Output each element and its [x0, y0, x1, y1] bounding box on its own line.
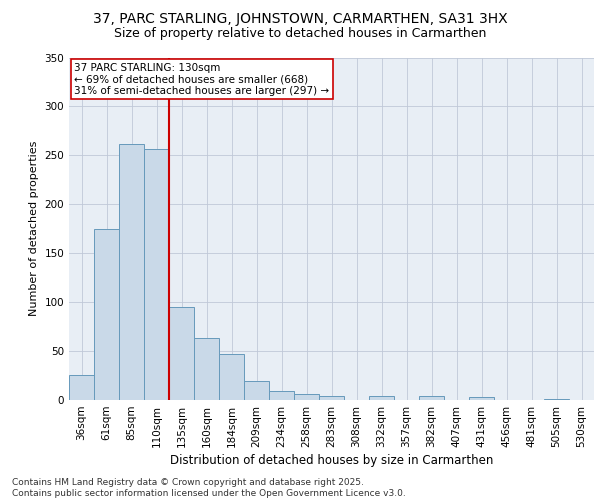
Bar: [544, 399, 569, 400]
Bar: [119, 144, 144, 400]
Text: 37, PARC STARLING, JOHNSTOWN, CARMARTHEN, SA31 3HX: 37, PARC STARLING, JOHNSTOWN, CARMARTHEN…: [92, 12, 508, 26]
Bar: [294, 394, 319, 400]
Bar: [69, 374, 94, 400]
Text: Size of property relative to detached houses in Carmarthen: Size of property relative to detached ho…: [114, 28, 486, 40]
Y-axis label: Number of detached properties: Number of detached properties: [29, 141, 39, 316]
Bar: [269, 391, 294, 400]
Text: Contains HM Land Registry data © Crown copyright and database right 2025.
Contai: Contains HM Land Registry data © Crown c…: [12, 478, 406, 498]
Bar: [244, 382, 269, 400]
Text: 37 PARC STARLING: 130sqm
← 69% of detached houses are smaller (668)
31% of semi-: 37 PARC STARLING: 130sqm ← 69% of detach…: [74, 62, 329, 96]
Bar: [169, 307, 194, 400]
Bar: [319, 396, 344, 400]
Bar: [369, 396, 394, 400]
Bar: [219, 354, 244, 400]
Bar: [94, 229, 119, 400]
X-axis label: Distribution of detached houses by size in Carmarthen: Distribution of detached houses by size …: [170, 454, 493, 467]
Bar: [144, 150, 169, 400]
Bar: [194, 338, 219, 400]
Bar: [419, 396, 444, 400]
Bar: [469, 397, 494, 400]
